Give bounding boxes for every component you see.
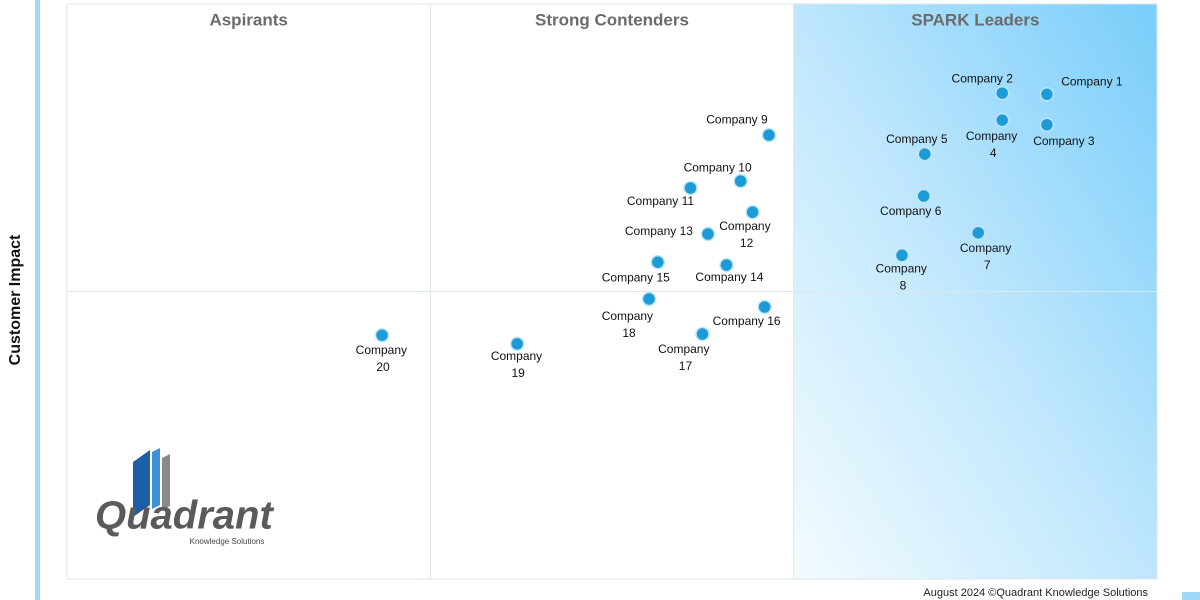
logo-name: Quadrant — [95, 494, 274, 538]
point-label: Company 1 — [1061, 74, 1123, 88]
point — [761, 127, 777, 143]
quadrant-title: SPARK Leaders — [911, 10, 1039, 29]
axis-bar — [1182, 592, 1200, 600]
logo-icon — [152, 448, 160, 509]
point-label: Company 9 — [706, 112, 768, 126]
point — [894, 248, 910, 263]
point-label: Company 15 — [602, 270, 670, 284]
point — [650, 254, 666, 270]
point-label: Company 14 — [695, 270, 763, 284]
point — [641, 291, 657, 307]
point — [1039, 87, 1055, 102]
logo: Quadrant Knowledge Solutions — [95, 448, 274, 546]
axis-bar — [35, 0, 40, 600]
point — [970, 225, 986, 241]
y-axis-label: Customer Impact — [7, 234, 24, 365]
point — [719, 257, 734, 273]
point — [700, 226, 716, 242]
point — [994, 112, 1010, 128]
point-label: Company 20 — [356, 343, 411, 374]
point-label: Company 5 — [886, 132, 948, 146]
point-label: Company 3 — [1033, 134, 1095, 148]
point — [745, 204, 760, 220]
point — [509, 336, 525, 352]
point-label: Company 18 — [602, 309, 657, 340]
point-label: Company 6 — [880, 204, 942, 218]
point-label: Company 17 — [658, 342, 713, 373]
point — [916, 188, 931, 204]
point-label: Company 4 — [966, 129, 1021, 160]
point — [374, 327, 390, 343]
point-label: Company 13 — [625, 224, 693, 238]
quadrant-title: Strong Contenders — [535, 10, 689, 29]
logo-icon — [133, 450, 150, 517]
point — [695, 326, 710, 342]
point — [917, 146, 933, 162]
footer: August 2024 ©Quadrant Knowledge Solution… — [923, 587, 1148, 599]
quadrant-title: Aspirants — [209, 10, 287, 29]
logo-tagline: Knowledge Solutions — [190, 537, 265, 546]
point — [1039, 117, 1055, 132]
point-label: Company 8 — [876, 261, 931, 292]
point-label: Company 10 — [684, 160, 752, 174]
point-label: Company 19 — [491, 349, 546, 380]
logo-icon — [162, 454, 170, 510]
point — [994, 85, 1010, 101]
point — [757, 299, 772, 315]
point-label: Company 11 — [627, 194, 694, 208]
point — [733, 173, 748, 189]
point-label: Company 7 — [960, 241, 1015, 272]
point — [683, 180, 698, 196]
point-label: Company 16 — [713, 314, 781, 328]
point-label: Company 2 — [952, 71, 1014, 85]
point-label: Company 12 — [719, 219, 774, 250]
